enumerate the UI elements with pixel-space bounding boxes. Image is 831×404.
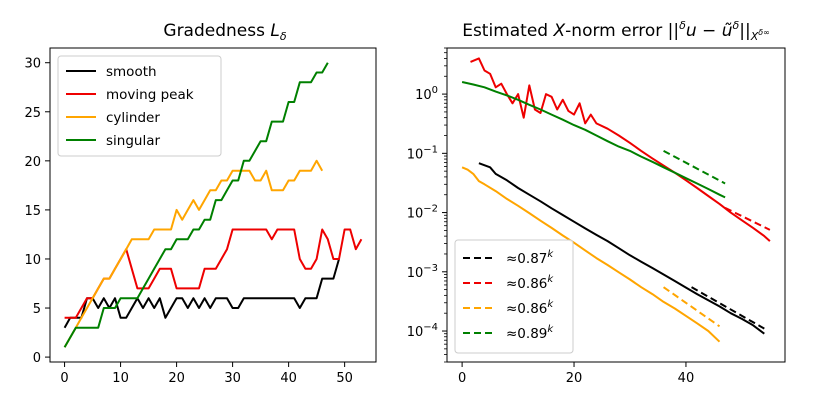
gradedness-series bbox=[63, 62, 363, 348]
x-tick-label: 40 bbox=[678, 371, 695, 386]
x-tick-label: 20 bbox=[566, 371, 583, 386]
y-tick-label: 10−3 bbox=[407, 263, 438, 281]
gradedness-axes-frame bbox=[49, 47, 377, 363]
series-line-moving-peak bbox=[470, 57, 771, 242]
legend-label-smooth: smooth bbox=[106, 64, 157, 80]
x-tick-label: 40 bbox=[280, 371, 297, 386]
series-line-smooth bbox=[478, 162, 765, 335]
legend-label-fit-cylinder: ≈0.86k bbox=[506, 299, 554, 317]
series-line-cylinder bbox=[461, 166, 721, 343]
y-tick-label: 10−1 bbox=[407, 144, 438, 162]
y-tick-label: 10−2 bbox=[407, 204, 438, 222]
legend-label-moving-peak: moving peak bbox=[106, 87, 194, 103]
y-tick-label: 20 bbox=[24, 155, 41, 170]
y-tick-label: 15 bbox=[24, 204, 41, 219]
gradedness-ticks: 0 10 20 30 40 50 0 5 10 15 20 25 30 bbox=[24, 57, 352, 386]
error-title: Estimated X-norm error ||δu − ũδ||Xδ∞ bbox=[462, 19, 770, 43]
series-line-singular bbox=[63, 62, 329, 348]
series-line-cylinder bbox=[63, 159, 324, 348]
error-series bbox=[461, 57, 771, 343]
fit-line-0 bbox=[691, 286, 765, 330]
y-tick-label: 10−4 bbox=[407, 322, 438, 340]
x-tick-label: 30 bbox=[224, 371, 241, 386]
y-tick-label: 25 bbox=[24, 106, 41, 121]
y-tick-label: 30 bbox=[24, 57, 41, 72]
legend-box bbox=[57, 55, 222, 157]
fit-line-1 bbox=[724, 206, 771, 231]
error-ticks: 0 20 40 10−4 10−3 10−2 10−1 100 bbox=[407, 47, 695, 386]
y-tick-label: 5 bbox=[33, 302, 41, 317]
legend-label-cylinder: cylinder bbox=[106, 110, 160, 126]
x-tick-label: 0 bbox=[60, 371, 68, 386]
x-tick-label: 50 bbox=[336, 371, 353, 386]
y-tick-label: 10 bbox=[24, 253, 41, 268]
series-line-singular bbox=[461, 81, 726, 199]
error-panel: Estimated X-norm error ||δu − ũδ||Xδ∞ 0 2… bbox=[407, 19, 786, 386]
series-line-smooth bbox=[63, 258, 340, 329]
x-tick-label: 20 bbox=[168, 371, 185, 386]
y-tick-label: 0 bbox=[33, 351, 41, 366]
fit-line-3 bbox=[663, 149, 726, 185]
x-tick-label: 0 bbox=[458, 371, 466, 386]
gradedness-panel: Gradedness Lδ 0 10 20 30 40 50 0 5 10 15 20 25 30 sm… bbox=[24, 21, 377, 386]
fit-line-2 bbox=[662, 286, 721, 328]
x-tick-label: 10 bbox=[112, 371, 129, 386]
error-legend: ≈0.87k ≈0.86k ≈0.86k ≈0.89k bbox=[454, 239, 574, 354]
gradedness-title: Gradedness Lδ bbox=[163, 21, 286, 43]
y-tick-label: 100 bbox=[415, 85, 438, 103]
gradedness-legend: smooth moving peak cylinder singular bbox=[57, 55, 222, 157]
error-axes-frame bbox=[446, 47, 786, 363]
legend-label-fit-moving-peak: ≈0.86k bbox=[506, 274, 554, 292]
legend-label-fit-singular: ≈0.89k bbox=[506, 324, 554, 342]
legend-box-fits bbox=[454, 239, 574, 354]
legend-label-singular: singular bbox=[106, 133, 160, 149]
legend-label-fit-smooth: ≈0.87k bbox=[506, 249, 554, 267]
